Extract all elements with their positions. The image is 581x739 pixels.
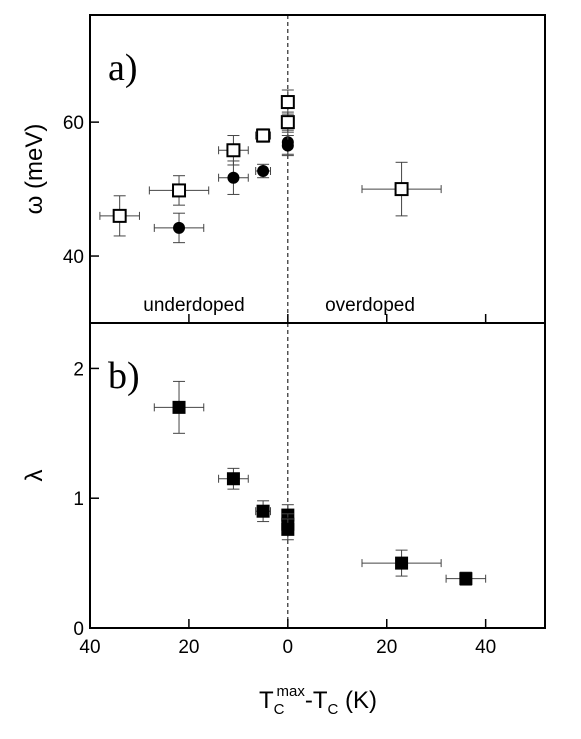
data-point-open-square xyxy=(255,128,272,143)
marker-filled-square xyxy=(256,504,270,518)
marker-filled-circle xyxy=(281,139,294,152)
x-tick-label: 40 xyxy=(475,637,496,658)
plot-frame xyxy=(89,14,546,324)
plot-frame xyxy=(89,322,546,629)
panel-b: 0 1 2 40 20 0 20 40 b) λ xyxy=(21,322,546,658)
y-axis-label: ω (meV) xyxy=(21,124,48,215)
data-point-open-square xyxy=(361,161,442,217)
marker-filled-square xyxy=(459,572,473,586)
marker-filled-square xyxy=(226,472,240,486)
marker-filled-square xyxy=(395,556,409,570)
data-point-filled-square xyxy=(218,467,249,490)
marker-filled-circle xyxy=(173,221,186,234)
x-axis-label-xlabel_tail: (K) xyxy=(338,687,377,714)
panel-a: 40 60 a) ω (meV) underdoped overdoped xyxy=(21,14,546,324)
data-point-filled-circle xyxy=(281,135,294,157)
x-axis-label: TCmax-TC (K) xyxy=(259,683,377,718)
x-axis-label-xlabel_sup: max xyxy=(277,683,306,700)
x-axis-label-xlabel_main: T xyxy=(259,687,274,714)
data-point-open-square xyxy=(280,111,295,133)
data-point-filled-circle xyxy=(218,160,249,195)
annotation-overdoped: overdoped xyxy=(325,295,415,316)
x-axis-label-xlabel_mid: -T xyxy=(305,687,328,714)
y-tick-label: 0 xyxy=(73,619,84,640)
marker-filled-circle xyxy=(257,165,270,178)
marker-filled-circle xyxy=(227,171,240,184)
x-axis-label-xlabel_sub1: C xyxy=(274,701,285,718)
x-tick-label: 0 xyxy=(283,637,294,658)
y-tick-label: 1 xyxy=(73,489,84,510)
x-axis-label-text: TCmax-TC (K) xyxy=(259,683,377,718)
data-point-filled-square xyxy=(153,380,205,434)
marker-open-square xyxy=(394,182,409,197)
data-point-open-square xyxy=(148,175,210,206)
marker-open-square xyxy=(112,208,127,223)
y-tick-label: 40 xyxy=(63,247,84,268)
annotation-underdoped: underdoped xyxy=(143,295,244,316)
panel-label: a) xyxy=(108,47,138,89)
data-point-filled-square xyxy=(361,549,442,577)
marker-open-square xyxy=(172,183,187,198)
x-tick-label: 20 xyxy=(178,637,199,658)
marker-open-square xyxy=(226,143,241,158)
y-axis-label: λ xyxy=(21,470,48,482)
data-point-open-square xyxy=(218,135,249,166)
x-axis-label-xlabel_sub2: C xyxy=(328,701,339,718)
y-tick-label: 60 xyxy=(63,113,84,134)
data-point-filled-square xyxy=(281,518,295,541)
data-point-filled-circle xyxy=(153,212,205,244)
panel-label: b) xyxy=(108,355,140,397)
x-tick-label: 20 xyxy=(376,637,397,658)
x-tick-label: 40 xyxy=(79,637,100,658)
marker-filled-square xyxy=(172,400,186,414)
data-point-open-square xyxy=(99,195,140,237)
data-point-open-square xyxy=(280,89,295,115)
data-point-filled-square xyxy=(255,500,272,523)
y-tick-label: 2 xyxy=(73,359,84,380)
marker-open-square xyxy=(280,115,295,130)
marker-filled-square xyxy=(281,522,295,536)
data-point-filled-square xyxy=(445,571,487,586)
marker-open-square xyxy=(256,128,271,143)
data-point-filled-circle xyxy=(255,163,272,179)
marker-open-square xyxy=(280,95,295,110)
